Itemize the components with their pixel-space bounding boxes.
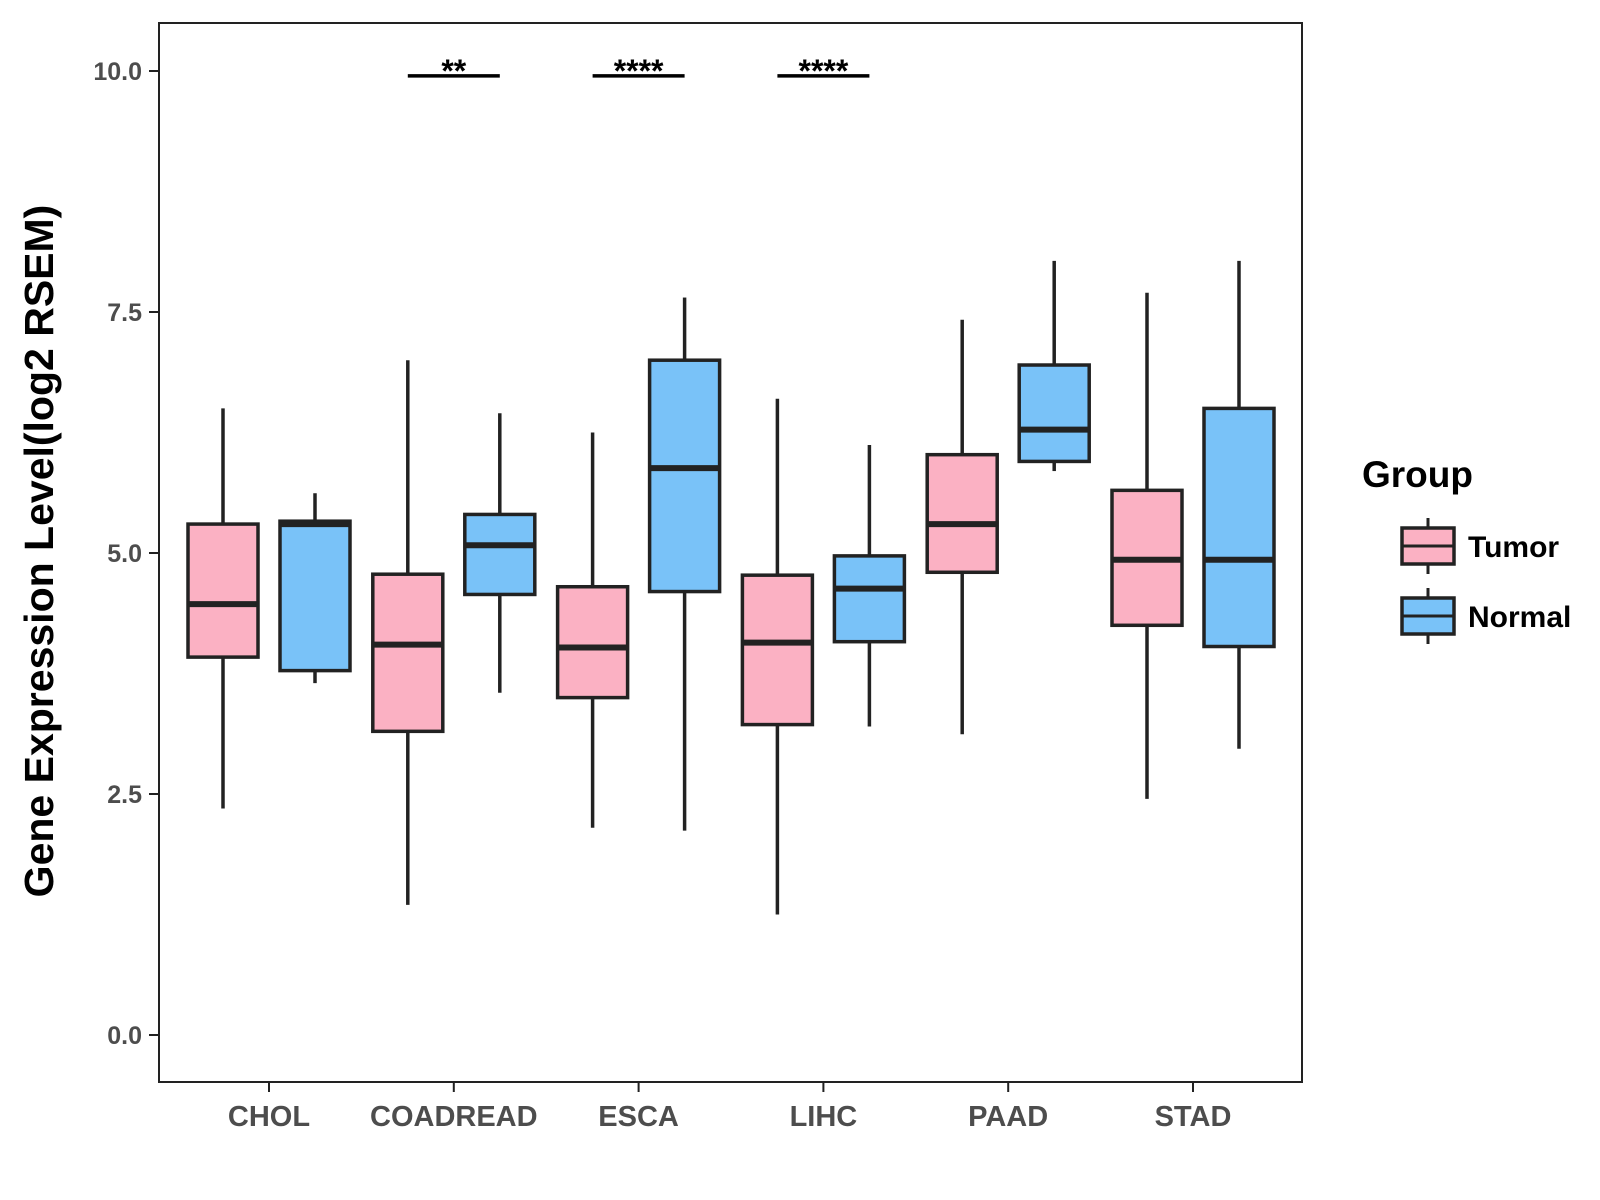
legend-entry-normal: Normal [1400, 588, 1571, 644]
x-tick-label-chol: CHOL [228, 1101, 310, 1133]
box-tumor-chol [186, 408, 260, 809]
box-iqr [463, 512, 537, 597]
box-iqr [647, 358, 722, 594]
significance-label-esca: **** [614, 53, 664, 89]
y-tick-label: 0.0 [107, 1022, 142, 1050]
significance-label-coadread: ** [441, 53, 466, 89]
box-iqr [740, 573, 815, 727]
panel-border [158, 22, 1303, 1083]
box-tumor-lihc [740, 398, 815, 915]
box-normal-paad [1017, 260, 1091, 472]
box-normal-esca [647, 297, 722, 831]
box-iqr [555, 584, 630, 700]
y-axis-title: Gene Expression Level(log2 RSEM) [16, 205, 62, 898]
box-tumor-paad [925, 319, 999, 735]
y-tick-label: 10.0 [93, 58, 142, 86]
axes: 0.0 2.5 5.0 7.5 10.0 CHOL COADREAD ESCA LIHC PAAD… [93, 58, 1231, 1133]
box-normal-stad [1202, 260, 1276, 749]
y-tick-label: 2.5 [107, 781, 142, 809]
x-tick-label-esca: ESCA [598, 1101, 679, 1133]
box-tumor-coadread [371, 360, 445, 905]
legend: Group Tumor Normal [1362, 454, 1571, 644]
box-iqr [278, 519, 352, 673]
legend-title: Group [1362, 454, 1473, 495]
legend-label-tumor: Tumor [1468, 531, 1559, 564]
box-tumor-esca [555, 432, 630, 828]
box-iqr [925, 452, 999, 575]
box-tumor-stad [1110, 292, 1184, 799]
x-tick-label-lihc: LIHC [790, 1101, 858, 1133]
box-normal-chol [278, 493, 352, 684]
x-tick-label-stad: STAD [1155, 1101, 1232, 1133]
legend-entry-tumor: Tumor [1400, 518, 1559, 574]
box-normal-lihc [832, 445, 907, 727]
box-iqr [371, 572, 445, 734]
box-iqr [186, 522, 260, 659]
box-iqr [1017, 363, 1091, 464]
y-tick-label: 7.5 [107, 299, 142, 327]
significance-label-lihc: **** [798, 53, 848, 89]
y-tick-label: 5.0 [107, 540, 142, 568]
x-tick-label-paad: PAAD [968, 1101, 1048, 1133]
legend-label-normal: Normal [1468, 601, 1571, 634]
box-iqr [832, 554, 907, 644]
box-iqr [1202, 406, 1276, 649]
box-normal-coadread [463, 413, 537, 693]
plot-area: ** **** **** [186, 53, 1276, 915]
x-tick-label-coadread: COADREAD [370, 1101, 538, 1133]
